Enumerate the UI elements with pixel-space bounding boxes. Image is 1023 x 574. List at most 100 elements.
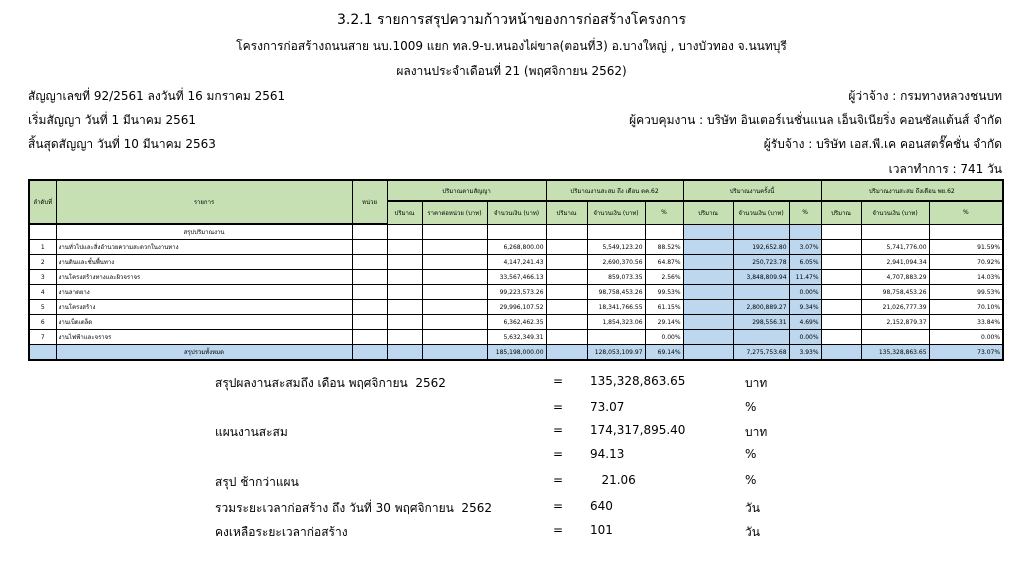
cell-empty (545, 344, 588, 361)
cell-empty (351, 299, 388, 315)
cell-empty (545, 314, 588, 330)
cell-empty (421, 269, 488, 285)
cell-no: 1 (28, 239, 57, 255)
cell-this: 2,800,889.27 (732, 299, 790, 315)
cell-empty (820, 269, 862, 285)
cell-cum: 21,026,777.39 (860, 299, 930, 315)
cell-contract: 99,223,573.26 (486, 284, 547, 300)
cell-empty (386, 329, 423, 345)
summary-unit: % (745, 447, 757, 461)
cell-empty (386, 314, 423, 330)
cell-contract: 29,996,107.52 (486, 299, 547, 315)
summary-value: 101 (590, 523, 613, 537)
table-row: 3 งานโครงสร้างทางและผิวจราจร 33,567,466.13… (28, 269, 1004, 285)
cell-cum-pct: 73.07% (928, 344, 1004, 361)
total-row: สรุปรวมทั้งหมด 185,198,000.00 128,053,109.… (28, 344, 1004, 361)
cell-cum: 98,758,453.26 (860, 284, 930, 300)
cell-empty (545, 329, 588, 345)
col-qty: ปริมาณ (682, 200, 734, 225)
cell-prev-pct: 64.87% (644, 254, 684, 270)
cell-empty (386, 344, 423, 361)
table-row: 7 งานไฟฟ้าและจราจร 5,632,349.31 0.00% 0.00% 0… (28, 329, 1004, 345)
cell-empty (421, 254, 488, 270)
cell-contract: 4,147,241.43 (486, 254, 547, 270)
cell-this-pct: 9.34% (788, 299, 822, 315)
summary-value: 640 (590, 499, 613, 513)
contractor: ผู้รับจ้าง : บริษัท เอส.พี.เค คอนสตรั๊คช… (763, 137, 1002, 151)
cell-empty (820, 314, 862, 330)
table-row: 6 งานเบ็ดเตล็ด 6,362,462.35 1,854,323.06 29.… (28, 314, 1004, 330)
cell-empty (421, 299, 488, 315)
contract-start: เริ่มสัญญา วันที่ 1 มีนาคม 2561 (28, 113, 197, 127)
cell-prev: 128,053,109.97 (586, 344, 646, 361)
cell-empty (545, 239, 588, 255)
cell-cum: 2,941,094.34 (860, 254, 930, 270)
cell-no: 5 (28, 299, 57, 315)
cell-item: งานเบ็ดเตล็ด (55, 314, 353, 330)
cell-empty (421, 284, 488, 300)
cell-this: 192,652.80 (732, 239, 790, 255)
cell-this-pct: 0.00% (788, 329, 822, 345)
cell-prev: 859,073.35 (586, 269, 646, 285)
col-no: ลำดับที่ (28, 179, 57, 225)
contract-number: สัญญาเลขที่ 92/2561 ลงวันที่ 16 มกราคม 2… (28, 89, 286, 103)
cell-no: 7 (28, 329, 57, 345)
cell-this-pct: 3.93% (788, 344, 822, 361)
col-qty: ปริมาณ (386, 200, 423, 225)
cell-empty (421, 329, 488, 345)
cell-prev-pct: 69.14% (644, 344, 684, 361)
cell-cum-pct: 0.00% (928, 329, 1004, 345)
summary-unit: วัน (745, 501, 760, 515)
cell-label: สรุปรวมทั้งหมด (55, 344, 353, 361)
equals-sign: = (553, 447, 564, 461)
cell-cum: 135,328,863.65 (860, 344, 930, 361)
cell-empty (682, 239, 734, 255)
cell-cum-pct: 70.10% (928, 299, 1004, 315)
cell-empty (351, 254, 388, 270)
cell-this-pct: 3.07% (788, 239, 822, 255)
summary-value: 94.13 (590, 447, 625, 461)
duration: เวลาทำการ : 741 วัน (888, 162, 1002, 176)
employer: ผู้ว่าจ้าง : กรมทางหลวงชนบท (848, 89, 1002, 103)
section-label: สรุปปริมาณงาน (55, 223, 353, 240)
cell-empty (682, 314, 734, 330)
cell-cum-pct: 91.59% (928, 239, 1004, 255)
cell-this-pct: 11.47% (788, 269, 822, 285)
cell-empty (820, 344, 862, 361)
cell-this: 3,848,809.94 (732, 269, 790, 285)
cell-empty (386, 254, 423, 270)
cell-prev (586, 329, 646, 345)
cell-prev: 98,758,453.26 (586, 284, 646, 300)
cell-this: 250,723.78 (732, 254, 790, 270)
table-row: 5 งานโครงสร้าง 29,996,107.52 18,341,766.55 6… (28, 299, 1004, 315)
equals-sign: = (553, 473, 564, 487)
equals-sign: = (553, 499, 564, 513)
cell-item: งานไฟฟ้าและจราจร (55, 329, 353, 345)
cell-empty (28, 344, 57, 361)
cell-prev-pct: 88.52% (644, 239, 684, 255)
cell-this-pct: 0.00% (788, 284, 822, 300)
summary-label: สรุป ช้ากว่าแผน (215, 475, 299, 489)
cell-empty (351, 269, 388, 285)
cell-empty (351, 284, 388, 300)
cell-empty (351, 239, 388, 255)
cell-contract: 5,632,349.31 (486, 329, 547, 345)
cell-cum (860, 329, 930, 345)
contract-end: สิ้นสุดสัญญา วันที่ 10 มีนาคม 2563 (28, 137, 216, 151)
table-row: 2 งานดินและชั้นพื้นทาง 4,147,241.43 2,690,3… (28, 254, 1004, 270)
col-amount: จำนวนเงิน (บาท) (860, 200, 930, 225)
equals-sign: = (553, 523, 564, 537)
group-this: ปริมาณงานครั้งนี้ (682, 179, 822, 202)
summary-unit: บาท (745, 376, 768, 390)
cell-this (732, 284, 790, 300)
equals-sign: = (553, 374, 564, 388)
section-row: สรุปปริมาณงาน (28, 223, 1004, 240)
report-period: ผลงานประจำเดือนที่ 21 (พฤศจิกายน 2562) (396, 64, 627, 78)
cell-prev-pct: 99.53% (644, 284, 684, 300)
group-contract: ปริมาณตามสัญญา (386, 179, 547, 202)
cell-empty (820, 284, 862, 300)
cell-item: งานลาดยาง (55, 284, 353, 300)
cell-empty (421, 344, 488, 361)
cell-empty (386, 299, 423, 315)
cell-empty (820, 299, 862, 315)
